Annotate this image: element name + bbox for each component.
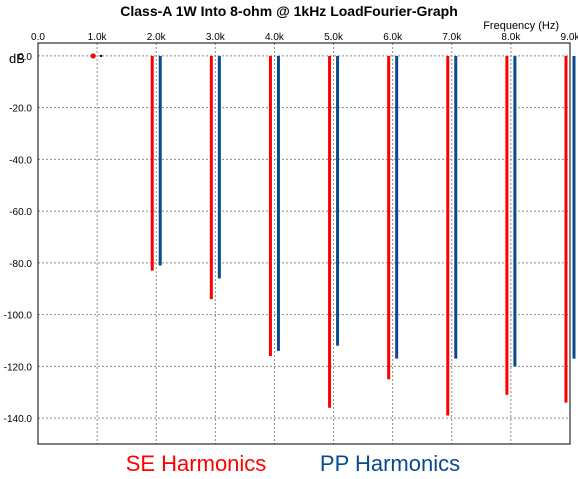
- x-tick-label: 0.0: [31, 32, 45, 43]
- legend-se-harmonics: SE Harmonics: [126, 451, 267, 476]
- se-harmonic-bar: [387, 55, 391, 380]
- y-axis-label: dB: [9, 51, 25, 66]
- x-tick-label: 2.0k: [147, 32, 167, 43]
- x-axis-label: Frequency (Hz): [483, 20, 559, 32]
- pp-harmonic-bar: [454, 55, 458, 359]
- x-tick-label: 8.0k: [501, 32, 521, 43]
- y-tick-label: -140.0: [4, 414, 33, 425]
- grid-lines: [38, 43, 570, 444]
- pp-harmonic-bar: [395, 55, 399, 359]
- y-tick-label: -80.0: [9, 259, 32, 270]
- pp-harmonic-bar: [336, 55, 340, 346]
- chart-title: Class-A 1W Into 8-ohm @ 1kHz LoadFourier…: [120, 3, 458, 19]
- x-tick-label: 1.0k: [88, 32, 108, 43]
- pp-harmonic-bar: [513, 55, 517, 367]
- se-harmonic-bar: [446, 55, 450, 416]
- pp-harmonic-bar: [217, 55, 221, 279]
- y-tick-label: -60.0: [9, 207, 32, 218]
- y-tick-label: -120.0: [4, 362, 33, 373]
- se-harmonic-bar: [328, 55, 332, 408]
- x-tick-label: 6.0k: [383, 32, 403, 43]
- x-tick-label: 7.0k: [442, 32, 462, 43]
- plot-area-frame: [37, 42, 571, 445]
- pp-harmonic-bar: [158, 55, 162, 266]
- x-tick-label: 5.0k: [324, 32, 344, 43]
- se-harmonic-bar: [505, 55, 509, 395]
- x-tick-labels: 0.0 1.0k 2.0k 3.0k 4.0k 5.0k 6.0k 7.0k 8.0k 9.0k: [31, 32, 578, 43]
- y-tick-label: -20.0: [9, 104, 32, 115]
- se-harmonic-bar: [209, 55, 213, 300]
- y-tick-labels: 0.0 -20.0 -40.0 -60.0 -80.0 -100.0 -120.0 -140.…: [4, 52, 33, 425]
- x-tick-label: 4.0k: [265, 32, 285, 43]
- se-harmonic-bar: [268, 55, 272, 357]
- pp-harmonic-bar: [276, 55, 280, 351]
- se-harmonic-bar: [564, 55, 568, 403]
- y-tick-label: -100.0: [4, 311, 33, 322]
- harmonic-bars: [90, 53, 576, 416]
- x-tick-label: 3.0k: [206, 32, 226, 43]
- pp-fundamental-marker: [100, 54, 103, 57]
- y-tick-label: -40.0: [9, 155, 32, 166]
- y-tick-label: 0.0: [18, 52, 32, 63]
- se-fundamental-marker: [90, 53, 96, 59]
- pp-harmonic-bar: [572, 55, 576, 359]
- legend-pp-harmonics: PP Harmonics: [320, 451, 460, 476]
- legend: SE Harmonics PP Harmonics: [126, 451, 460, 476]
- se-harmonic-bar: [150, 55, 154, 271]
- x-tick-label: 9.0k: [561, 32, 578, 43]
